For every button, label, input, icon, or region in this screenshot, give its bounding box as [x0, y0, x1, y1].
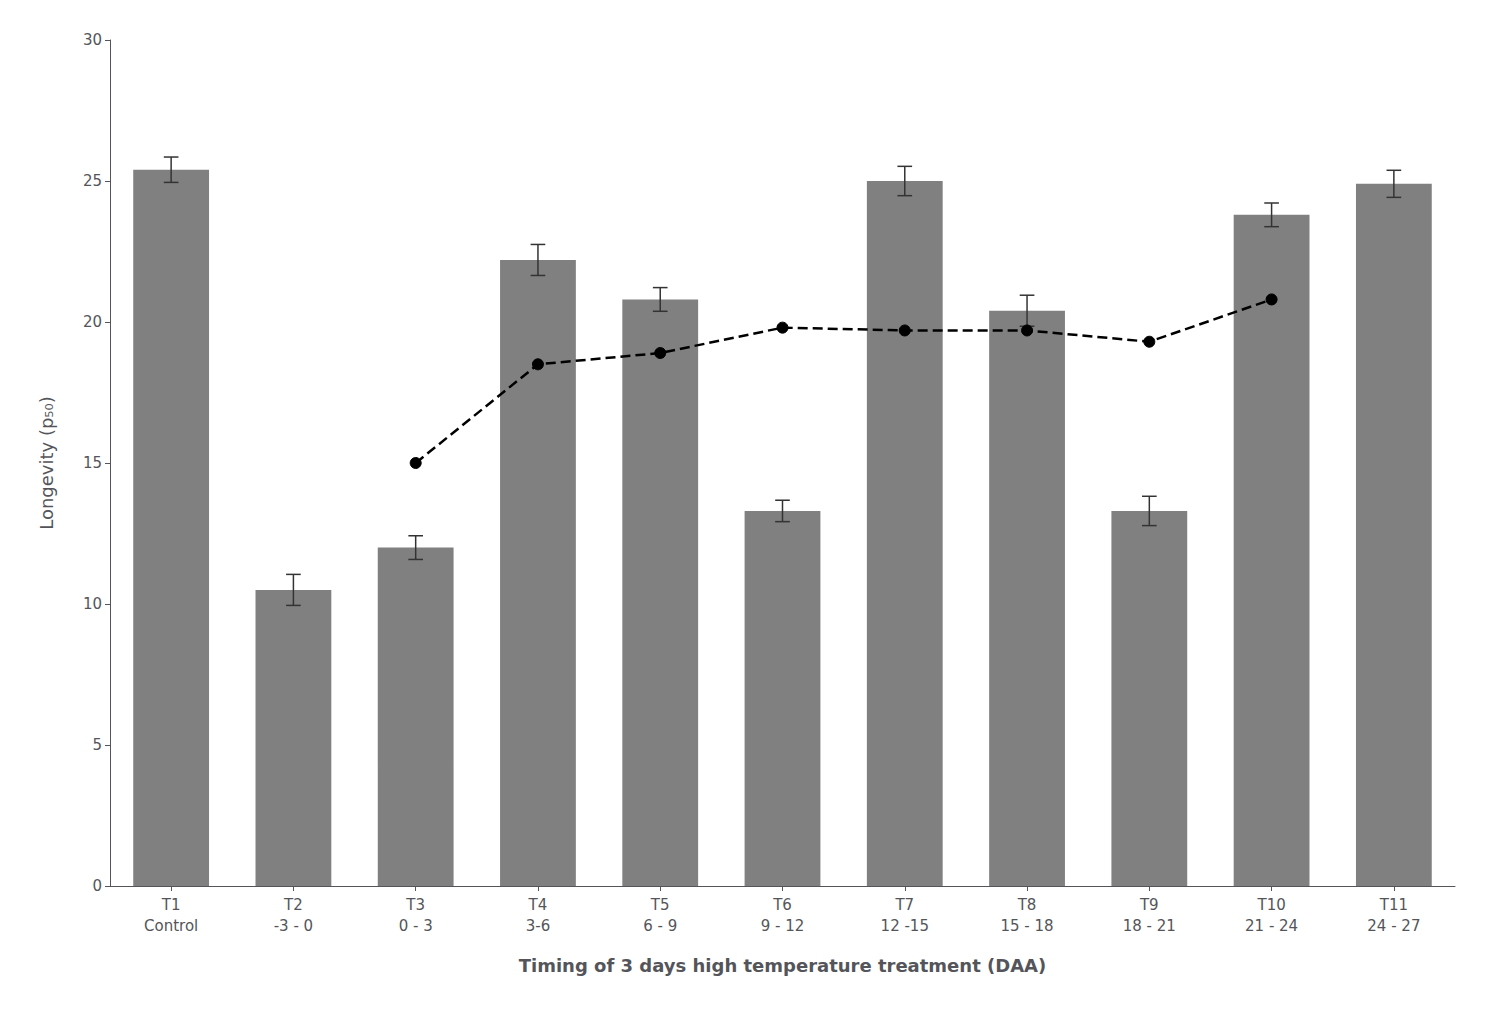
- svg-text:30: 30: [83, 31, 102, 49]
- svg-text:20: 20: [83, 313, 102, 331]
- svg-text:3-6: 3-6: [526, 917, 551, 935]
- svg-text:25: 25: [83, 172, 102, 190]
- svg-text:T6: T6: [772, 896, 792, 914]
- svg-text:12 -15: 12 -15: [881, 917, 929, 935]
- svg-text:-3 - 0: -3 - 0: [274, 917, 313, 935]
- svg-text:T4: T4: [528, 896, 548, 914]
- svg-text:T11: T11: [1379, 896, 1408, 914]
- svg-text:T9: T9: [1139, 896, 1159, 914]
- svg-text:0: 0: [92, 877, 102, 895]
- svg-text:T1: T1: [161, 896, 181, 914]
- svg-text:15 - 18: 15 - 18: [1000, 917, 1053, 935]
- svg-text:T2: T2: [283, 896, 303, 914]
- svg-text:T5: T5: [650, 896, 670, 914]
- svg-text:24 - 27: 24 - 27: [1367, 917, 1420, 935]
- svg-text:21 - 24: 21 - 24: [1245, 917, 1298, 935]
- svg-text:T10: T10: [1256, 896, 1285, 914]
- svg-text:T8: T8: [1017, 896, 1037, 914]
- svg-text:10: 10: [83, 595, 102, 613]
- svg-text:6 - 9: 6 - 9: [643, 917, 677, 935]
- svg-text:9 - 12: 9 - 12: [761, 917, 805, 935]
- svg-text:5: 5: [92, 736, 102, 754]
- svg-text:Longevity (p₅₀): Longevity (p₅₀): [36, 396, 57, 530]
- svg-text:Timing of 3 days high temperat: Timing of 3 days high temperature treatm…: [519, 955, 1047, 976]
- svg-text:15: 15: [83, 454, 102, 472]
- svg-text:18 - 21: 18 - 21: [1123, 917, 1176, 935]
- svg-text:T3: T3: [405, 896, 425, 914]
- svg-text:0 - 3: 0 - 3: [399, 917, 433, 935]
- svg-text:Control: Control: [144, 917, 198, 935]
- svg-text:T7: T7: [894, 896, 914, 914]
